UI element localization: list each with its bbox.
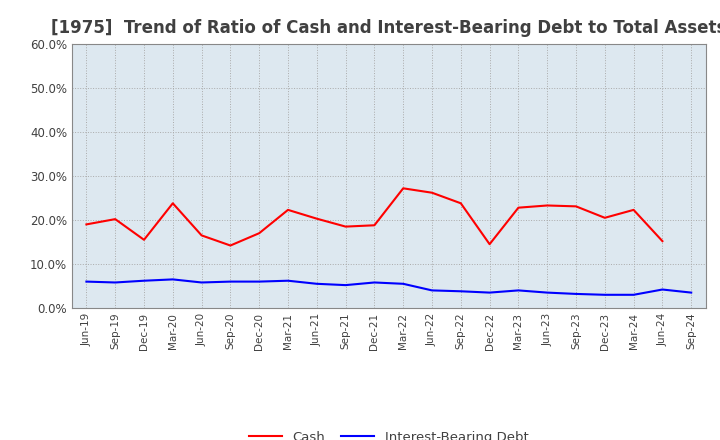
Interest-Bearing Debt	[312, 281, 321, 286]
Interest-Bearing Debt	[543, 290, 552, 295]
Cash	[140, 237, 148, 242]
Cash	[370, 223, 379, 228]
Cash	[543, 203, 552, 208]
Cash	[255, 231, 264, 236]
Cash	[572, 204, 580, 209]
Interest-Bearing Debt	[255, 279, 264, 284]
Interest-Bearing Debt	[82, 279, 91, 284]
Cash	[456, 201, 465, 206]
Interest-Bearing Debt	[341, 282, 350, 288]
Cash	[82, 222, 91, 227]
Interest-Bearing Debt	[399, 281, 408, 286]
Interest-Bearing Debt	[600, 292, 609, 297]
Line: Interest-Bearing Debt: Interest-Bearing Debt	[86, 279, 691, 295]
Interest-Bearing Debt	[658, 287, 667, 292]
Interest-Bearing Debt	[197, 280, 206, 285]
Cash	[600, 215, 609, 220]
Interest-Bearing Debt	[514, 288, 523, 293]
Title: [1975]  Trend of Ratio of Cash and Interest-Bearing Debt to Total Assets: [1975] Trend of Ratio of Cash and Intere…	[51, 19, 720, 37]
Interest-Bearing Debt	[687, 290, 696, 295]
Interest-Bearing Debt	[428, 288, 436, 293]
Interest-Bearing Debt	[485, 290, 494, 295]
Cash	[485, 242, 494, 247]
Interest-Bearing Debt	[111, 280, 120, 285]
Interest-Bearing Debt	[140, 278, 148, 283]
Cash	[226, 243, 235, 248]
Cash	[428, 190, 436, 195]
Interest-Bearing Debt	[456, 289, 465, 294]
Interest-Bearing Debt	[370, 280, 379, 285]
Cash	[284, 207, 292, 213]
Cash	[168, 201, 177, 206]
Cash	[341, 224, 350, 229]
Cash	[514, 205, 523, 210]
Interest-Bearing Debt	[226, 279, 235, 284]
Cash	[197, 233, 206, 238]
Interest-Bearing Debt	[572, 291, 580, 297]
Line: Cash: Cash	[86, 188, 662, 246]
Cash	[629, 207, 638, 213]
Cash	[399, 186, 408, 191]
Cash	[658, 238, 667, 244]
Interest-Bearing Debt	[284, 278, 292, 283]
Legend: Cash, Interest-Bearing Debt: Cash, Interest-Bearing Debt	[244, 425, 534, 440]
Cash	[111, 216, 120, 222]
Interest-Bearing Debt	[629, 292, 638, 297]
Cash	[312, 216, 321, 221]
Interest-Bearing Debt	[168, 277, 177, 282]
